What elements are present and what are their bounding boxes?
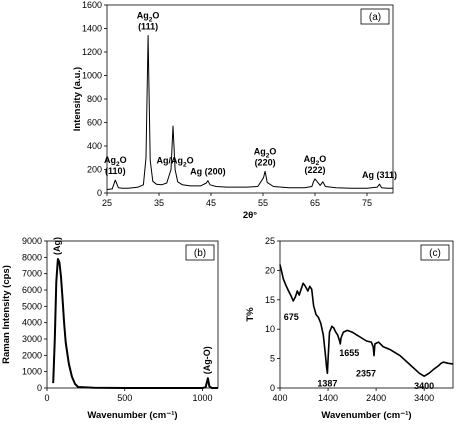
peak-annotation: Ag (311)	[362, 170, 397, 180]
y-tick-label: 20	[265, 265, 275, 275]
peak-annotation: 2357	[356, 369, 376, 379]
y-axis-label: Intensity (a.u.)	[72, 67, 83, 131]
y-tick-label: 1000	[82, 71, 102, 81]
y-tick-label: 25	[265, 236, 275, 246]
x-tick-label: 1000	[192, 393, 212, 403]
y-tick-label: 6000	[22, 285, 42, 295]
plot-frame	[279, 240, 454, 389]
panel-label: (c)	[429, 248, 441, 259]
y-axis-label: Raman Intensity (cps)	[1, 265, 12, 364]
series-line	[279, 264, 454, 377]
panel-label: (a)	[369, 12, 381, 23]
x-axis-label: 2θ°	[243, 210, 257, 221]
y-tick-label: 1200	[82, 47, 102, 57]
y-tick-label: 1400	[82, 24, 102, 34]
x-tick-label: 55	[258, 198, 268, 208]
x-tick-label: 45	[206, 198, 216, 208]
y-tick-label: 15	[265, 295, 275, 305]
peak-annotation: 1655	[339, 348, 359, 358]
peak-annotation: 3400	[414, 381, 434, 391]
y-tick-label: 800	[87, 94, 102, 104]
panel-label: (b)	[194, 248, 206, 259]
y-tick-label: 0	[97, 188, 102, 198]
peak-annotation: Ag2O	[304, 154, 327, 167]
x-tick-label: 65	[310, 198, 320, 208]
x-tick-label: 1400	[318, 393, 338, 403]
y-tick-label: 1600	[82, 0, 102, 10]
x-tick-label: 3400	[414, 393, 434, 403]
peak-annotation-index: (220)	[255, 157, 276, 167]
peak-annotation: Ag (200)	[190, 167, 226, 177]
y-tick-label: 3000	[22, 334, 42, 344]
panel-label-box	[185, 244, 215, 261]
peak-annotation: 1387	[317, 378, 337, 388]
peak-annotation-index: (110)	[105, 166, 126, 176]
y-tick-label: 7000	[22, 269, 42, 279]
x-tick-label: 2400	[366, 393, 386, 403]
x-tick-label: 35	[154, 198, 164, 208]
peak-annotation: (Ag)	[52, 237, 62, 255]
chart-panel-b: 0 1000 2000 3000 4000 5000 6000 7000 8000 9000 0 50…	[1, 236, 219, 421]
panel-label-box	[420, 244, 450, 261]
x-tick-label: 25	[102, 198, 112, 208]
y-tick-label: 5	[270, 354, 275, 364]
y-tick-label: 10	[265, 324, 275, 334]
peak-annotation: Ag/Ag2O	[157, 156, 194, 169]
y-tick-label: 400	[87, 141, 102, 151]
y-tick-label: 5000	[22, 301, 42, 311]
peak-annotation: Ag2O	[137, 11, 160, 24]
y-tick-label: 2000	[22, 350, 42, 360]
y-tick-label: 8000	[22, 252, 42, 262]
y-tick-label: 0	[270, 383, 275, 393]
x-tick-label: 400	[272, 393, 287, 403]
y-tick-label: 0	[37, 383, 42, 393]
peak-annotation: 675	[284, 312, 299, 322]
x-axis-label: Wavenumber (cm⁻¹)	[87, 410, 177, 421]
y-axis-label: T%	[245, 307, 256, 322]
panel-label-box	[360, 8, 390, 25]
chart-panel-a: 0 200 400 600 800 1000 1200 1400 1600 25 35 45 55 65 7…	[72, 0, 397, 221]
y-tick-label: 9000	[22, 236, 42, 246]
peak-annotation-index: (111)	[138, 22, 158, 32]
x-tick-label: 500	[117, 393, 132, 403]
series-line	[52, 258, 218, 389]
peak-annotation: Ag2O	[104, 155, 127, 168]
y-tick-label: 600	[87, 118, 102, 128]
x-tick-label: 75	[362, 198, 372, 208]
y-tick-label: 1000	[22, 367, 42, 377]
peak-annotation: Ag2O	[254, 146, 277, 159]
y-tick-label: 4000	[22, 318, 42, 328]
y-tick-label: 200	[87, 165, 102, 175]
x-axis-label: Wavenumber (cm⁻¹)	[321, 410, 411, 421]
peak-annotation: (Ag-O)	[202, 346, 212, 374]
x-tick-label: 0	[44, 393, 49, 403]
series-line	[106, 35, 393, 190]
peak-annotation-index: (222)	[304, 165, 325, 175]
